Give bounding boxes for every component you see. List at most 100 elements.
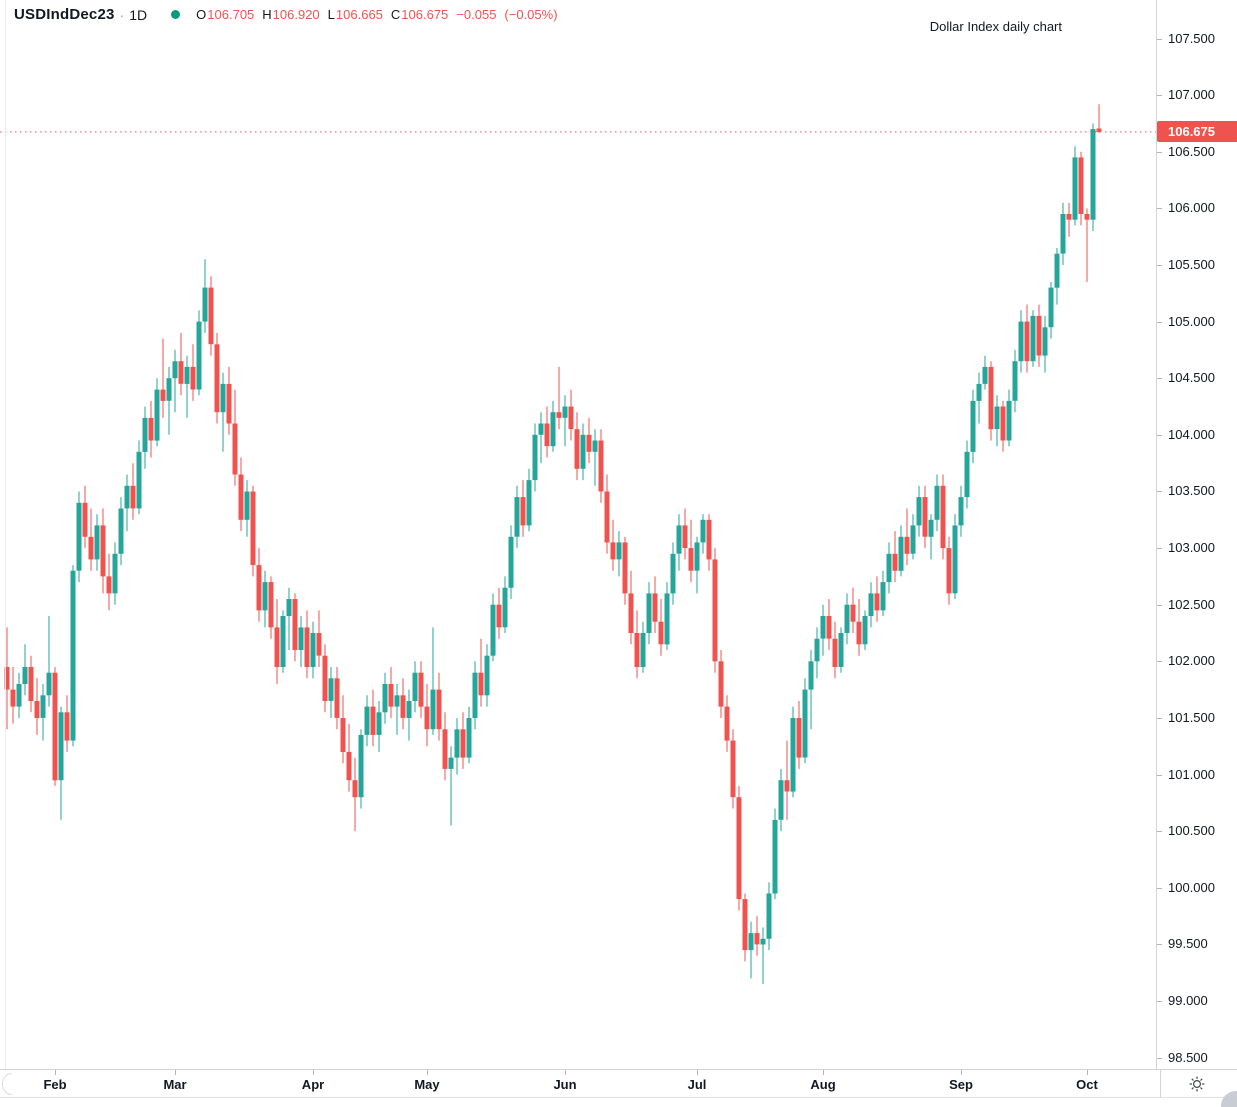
candle-down — [130, 463, 136, 520]
candle-down — [208, 276, 214, 356]
price-axis-tick — [1157, 775, 1162, 776]
month-label-feb: Feb — [43, 1077, 67, 1092]
candle-down — [436, 672, 442, 741]
candle-down — [1036, 304, 1042, 367]
candle-down — [652, 576, 658, 633]
candle-up — [838, 627, 844, 673]
candle-down — [610, 519, 616, 571]
candle-down — [160, 338, 166, 418]
scroll-left-handle[interactable] — [2, 1073, 12, 1095]
candle-down — [892, 531, 898, 583]
candle-down — [1078, 151, 1084, 226]
candle-down — [736, 785, 742, 911]
price-axis-tick — [1157, 491, 1162, 492]
candle-down — [322, 644, 328, 713]
candle-down — [628, 570, 634, 645]
candle-up — [310, 621, 316, 679]
candle-up — [664, 582, 670, 650]
candle-down — [724, 695, 730, 752]
candle-up — [262, 570, 268, 628]
candle-down — [442, 712, 448, 781]
candle-up — [466, 706, 472, 764]
candle-up — [244, 480, 250, 537]
candle-down — [238, 457, 244, 532]
symbol-title[interactable]: USDIndDec23 — [14, 6, 115, 23]
chart-title-annotation: Dollar Index daily chart — [929, 19, 1062, 34]
candle-down — [604, 474, 610, 554]
candle-up — [562, 395, 568, 447]
candle-up — [118, 497, 124, 566]
price-axis-label: 102.000 — [1168, 653, 1215, 668]
time-axis-tick — [961, 1070, 962, 1075]
candle-down — [730, 729, 736, 809]
candle-down — [268, 576, 274, 639]
candle-down — [634, 610, 640, 679]
timeframe-label[interactable]: 1D — [129, 6, 148, 23]
price-axis-tick — [1157, 378, 1162, 379]
candle-down — [874, 576, 880, 622]
axis-settings-gear-icon[interactable] — [1188, 1075, 1206, 1093]
price-axis-tick — [1157, 831, 1162, 832]
candle-up — [508, 525, 514, 599]
candle-down — [544, 406, 550, 458]
candle-down — [496, 587, 502, 639]
candle-up — [196, 310, 202, 396]
candle-down — [460, 712, 466, 769]
candle-up — [448, 746, 454, 826]
price-axis-tick — [1157, 548, 1162, 549]
candle-up — [526, 468, 532, 532]
candle-up — [286, 587, 292, 650]
candle-down — [922, 485, 928, 549]
candle-up — [202, 259, 208, 333]
symbol-separator: · — [119, 6, 125, 23]
open-label: O — [196, 7, 207, 22]
time-axis[interactable]: Feb Mar Apr May Jun Jul Aug Sep Oct — [0, 1069, 1237, 1098]
candle-up — [760, 927, 766, 985]
candle-up — [958, 485, 964, 537]
candle-down — [292, 593, 298, 662]
candle-down — [850, 587, 856, 633]
candle-down — [826, 599, 832, 650]
candle-up — [220, 372, 226, 452]
candle-down — [1096, 104, 1102, 134]
price-axis-tick — [1157, 39, 1162, 40]
price-axis-label: 107.000 — [1168, 87, 1215, 102]
last-price-value: 106.675 — [1168, 124, 1215, 139]
candle-up — [1012, 349, 1018, 413]
price-axis-tick — [1157, 208, 1162, 209]
candle-up — [364, 695, 370, 747]
candle-up — [142, 406, 148, 469]
candle-down — [1024, 304, 1030, 373]
candle-down — [82, 485, 88, 549]
candle-down — [598, 429, 604, 503]
candle-up — [1072, 146, 1078, 226]
candle-up — [532, 423, 538, 492]
price-axis-label: 98.500 — [1168, 1050, 1208, 1065]
candle-up — [454, 718, 460, 775]
axis-corner-divider — [1160, 1070, 1161, 1098]
candle-up — [1042, 315, 1048, 373]
time-axis-tick — [823, 1070, 824, 1075]
candle-down — [388, 667, 394, 718]
candle-up — [58, 706, 64, 820]
candle-up — [814, 627, 820, 679]
candle-up — [616, 531, 622, 577]
price-pane[interactable]: USDIndDec23 · 1D O 106.705 H 106.920 L 106.… — [0, 0, 1156, 1069]
candle-down — [520, 480, 526, 537]
change-percent-value: (−0.05%) — [504, 7, 558, 22]
legend: USDIndDec23 · 1D O 106.705 H 106.920 L 106.… — [14, 6, 558, 23]
candle-up — [406, 689, 412, 741]
open-value: 106.705 — [207, 7, 255, 22]
candle-up — [298, 616, 304, 667]
candle-up — [538, 412, 544, 464]
candle-down — [712, 548, 718, 673]
candle-down — [940, 474, 946, 560]
close-value: 106.675 — [401, 7, 449, 22]
candle-down — [256, 548, 262, 622]
price-axis[interactable]: 106.675 107.500 107.000 106.500 106.000 105.… — [1156, 0, 1237, 1069]
month-label-sep: Sep — [949, 1077, 973, 1092]
price-axis-tick — [1157, 605, 1162, 606]
price-axis-label: 107.500 — [1168, 31, 1215, 46]
price-axis-tick — [1157, 435, 1162, 436]
